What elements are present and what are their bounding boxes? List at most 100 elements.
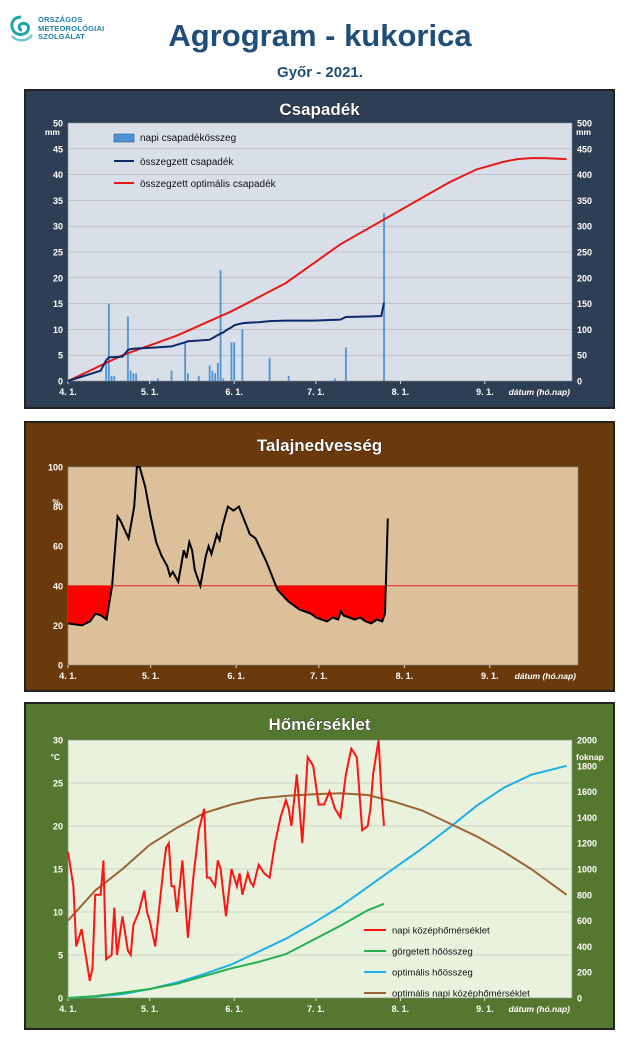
y-axis-unit: mm: [45, 127, 61, 137]
daily-precip-bar: [135, 373, 138, 381]
legend-swatch-daily: [113, 133, 135, 143]
x-tick-label: 8. 1.: [392, 1004, 410, 1014]
daily-precip-bar: [127, 316, 129, 381]
x-tick-label: 4. 1.: [59, 671, 77, 681]
x-axis-label: dátum (hó.nap): [515, 671, 577, 681]
logo-text: ORSZÁGOS METEOROLÓGIAI SZOLGÁLAT: [38, 15, 105, 42]
y2-tick-label: 200: [577, 273, 592, 283]
y-tick-label: 5: [58, 951, 63, 961]
page-title: Agrogram - kukorica: [168, 18, 472, 53]
daily-precip-bar: [268, 357, 271, 381]
y2-tick-label: 2000: [577, 736, 597, 746]
soil-deficit-fill: [275, 585, 386, 624]
y-tick-label: 30: [53, 736, 63, 746]
y2-tick-label: 150: [577, 299, 592, 309]
y-tick-label: 20: [53, 621, 63, 631]
legend-daily-temp-label: napi középhőmérséklet: [392, 926, 490, 937]
y2-tick-label: 250: [577, 248, 592, 258]
y2-tick-label: 300: [577, 222, 592, 232]
daily-precip-bar: [184, 342, 187, 381]
temperature-panel: Hőmérséklet 0 5 10 15 20 25 30 0 200 400 600 800 1000…: [24, 702, 615, 1030]
y2-tick-label: 400: [577, 942, 592, 952]
daily-precip-bar: [344, 347, 347, 381]
x-tick-label: 7. 1.: [310, 671, 328, 681]
y-tick-label: 10: [53, 908, 63, 918]
y-tick-label: 5: [58, 351, 63, 361]
legend-label-daily: napi csapadékösszeg: [140, 133, 236, 144]
legend-optimal-temp-label: optimális napi középhőmérséklet: [392, 989, 530, 1000]
y2-tick-label: 1600: [577, 787, 597, 797]
daily-precip-bar: [170, 370, 173, 381]
y-tick-label: 10: [53, 325, 63, 335]
logo-line-2: METEOROLÓGIAI: [38, 23, 105, 33]
logo-swirl-icon: [10, 15, 34, 42]
x-tick-label: 5. 1.: [141, 387, 159, 397]
y2-tick-label: 800: [577, 890, 592, 900]
daily-precip-bar: [233, 342, 236, 381]
daily-precip-bar: [105, 360, 108, 381]
chart-title: Hőmérséklet: [268, 715, 370, 734]
legend-label-optimal: összegzett optimális csapadék: [140, 179, 277, 190]
page-subtitle: Győr - 2021.: [277, 64, 363, 81]
daily-precip-bar: [222, 378, 225, 381]
daily-precip-bar: [129, 370, 132, 381]
logo-line-3: SZOLGÁLAT: [38, 32, 86, 41]
daily-mean-temp-line: [67, 739, 385, 982]
y2-tick-label: 1200: [577, 839, 597, 849]
logo-line-1: ORSZÁGOS: [38, 15, 83, 24]
y-tick-label: 0: [58, 994, 63, 1004]
x-tick-label: 5. 1.: [142, 671, 160, 681]
chart-title: Talajnedvesség: [257, 436, 382, 455]
y-tick-label: 15: [53, 865, 63, 875]
x-tick-label: 9. 1.: [476, 1004, 494, 1014]
omsz-logo: ORSZÁGOS METEOROLÓGIAI SZOLGÁLAT: [8, 14, 128, 54]
legend-optimal-gdd-label: optimális hőösszeg: [392, 968, 473, 979]
y-tick-label: 50: [53, 119, 63, 129]
optimal-daily-temp-line: [67, 792, 568, 922]
y2-tick-label: 1800: [577, 761, 597, 771]
x-tick-label: 6. 1.: [225, 1004, 243, 1014]
daily-precip-bar: [219, 270, 222, 381]
soil-deficit-fill: [68, 585, 113, 626]
x-tick-label: 8. 1.: [396, 671, 414, 681]
y-tick-label: 80: [53, 502, 63, 512]
y-tick-label: 20: [53, 273, 63, 283]
y2-tick-label: 400: [577, 170, 592, 180]
x-tick-label: 6. 1.: [225, 387, 243, 397]
x-tick-label: 8. 1.: [392, 387, 410, 397]
daily-precip-bar: [230, 342, 233, 381]
y-tick-label: 100: [48, 463, 63, 473]
daily-precip-bar: [107, 303, 110, 381]
soil-moisture-line: [67, 466, 389, 627]
daily-precip-bar: [216, 362, 219, 381]
daily-precip-bar: [334, 378, 336, 381]
daily-precip-bar: [132, 373, 135, 381]
soil-moisture-chart: Talajnedvesség 0 20 40 60 80 100 4. 1. 5. 1. 6. 1…: [26, 423, 613, 690]
y2-tick-label: 0: [577, 377, 582, 387]
y2-axis-unit: foknap: [576, 752, 604, 762]
x-tick-label: 7. 1.: [307, 1004, 325, 1014]
daily-precip-bar: [383, 213, 385, 381]
y2-tick-label: 450: [577, 144, 592, 154]
y2-tick-label: 0: [577, 994, 582, 1004]
plot-area: [67, 466, 579, 666]
daily-precip-bar: [287, 375, 290, 381]
y-tick-label: 25: [53, 779, 63, 789]
x-tick-label: 7. 1.: [307, 387, 325, 397]
y-tick-label: 20: [53, 822, 63, 832]
temperature-chart: Hőmérséklet 0 5 10 15 20 25 30 0 200 400 600 800 1000…: [26, 704, 613, 1028]
y-tick-label: 30: [53, 222, 63, 232]
daily-precip-bar: [214, 373, 217, 381]
rolling-gdd-line: [67, 902, 385, 999]
daily-precip-bar: [197, 375, 200, 381]
y2-tick-label: 600: [577, 916, 592, 926]
y-tick-label: 0: [58, 661, 63, 671]
daily-precip-bar: [113, 375, 116, 381]
precipitation-panel: Csapadék 0 5 10 15 20 25 30 35 40 45 50 0 50 100 150 200…: [24, 89, 615, 409]
y2-axis-unit: mm: [576, 127, 592, 137]
y-tick-label: 60: [53, 542, 63, 552]
chart-title: Csapadék: [279, 100, 360, 119]
x-tick-label: 4. 1.: [59, 387, 77, 397]
y-tick-label: 35: [53, 196, 63, 206]
precipitation-chart: Csapadék05101520253035404550050100150200…: [26, 91, 613, 407]
